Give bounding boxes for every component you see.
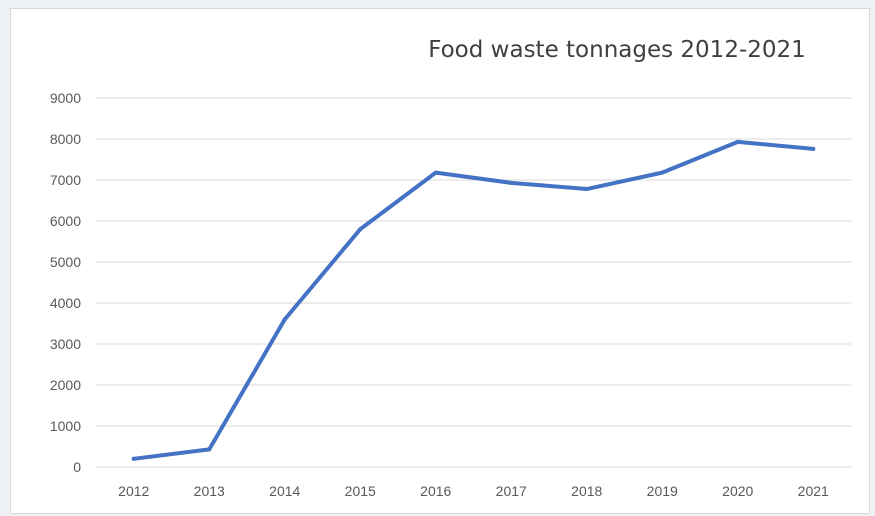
x-axis-tick-labels: 2012 2013 2014 2015 2016 2017 2018 2019 2020 2021	[118, 483, 829, 499]
y-tick-label: 6000	[50, 213, 81, 229]
x-tick-label: 2015	[345, 483, 376, 499]
x-tick-label: 2018	[571, 483, 602, 499]
chart-container: Food waste tonnages 2012-2021 0 1000 2000 3…	[10, 8, 870, 514]
data-point-2021	[811, 146, 816, 151]
data-point-2017	[509, 180, 514, 185]
gridlines	[96, 97, 851, 427]
y-tick-label: 9000	[50, 90, 81, 106]
data-point-2016	[433, 170, 438, 175]
y-tick-label: 2000	[50, 377, 81, 393]
y-axis-tick-labels: 0 1000 2000 3000 4000 5000 6000 7000 8000 9000	[50, 90, 81, 475]
y-tick-label: 0	[73, 459, 81, 475]
data-point-2015	[358, 227, 363, 232]
data-point-2018	[584, 187, 589, 192]
y-tick-label: 8000	[50, 131, 81, 147]
x-tick-label: 2019	[647, 483, 678, 499]
x-tick-label: 2014	[269, 483, 300, 499]
series-layer	[131, 139, 816, 461]
x-tick-label: 2020	[722, 483, 753, 499]
y-tick-label: 5000	[50, 254, 81, 270]
x-tick-label: 2017	[496, 483, 527, 499]
data-point-2020	[735, 139, 740, 144]
series-line	[131, 139, 816, 461]
data-point-2019	[660, 170, 665, 175]
x-tick-label: 2013	[194, 483, 225, 499]
chart-title: Food waste tonnages 2012-2021	[428, 37, 806, 63]
data-point-2013	[207, 447, 212, 452]
x-tick-label: 2016	[420, 483, 451, 499]
y-tick-label: 3000	[50, 336, 81, 352]
data-point-2012	[131, 456, 136, 461]
x-tick-label: 2012	[118, 483, 149, 499]
data-point-2014	[282, 317, 287, 322]
x-tick-label: 2021	[798, 483, 829, 499]
data-points	[131, 139, 816, 461]
y-tick-label: 1000	[50, 418, 81, 434]
y-tick-label: 4000	[50, 295, 81, 311]
line-chart: Food waste tonnages 2012-2021 0 1000 2000 3…	[50, 37, 851, 499]
y-tick-label: 7000	[50, 172, 81, 188]
